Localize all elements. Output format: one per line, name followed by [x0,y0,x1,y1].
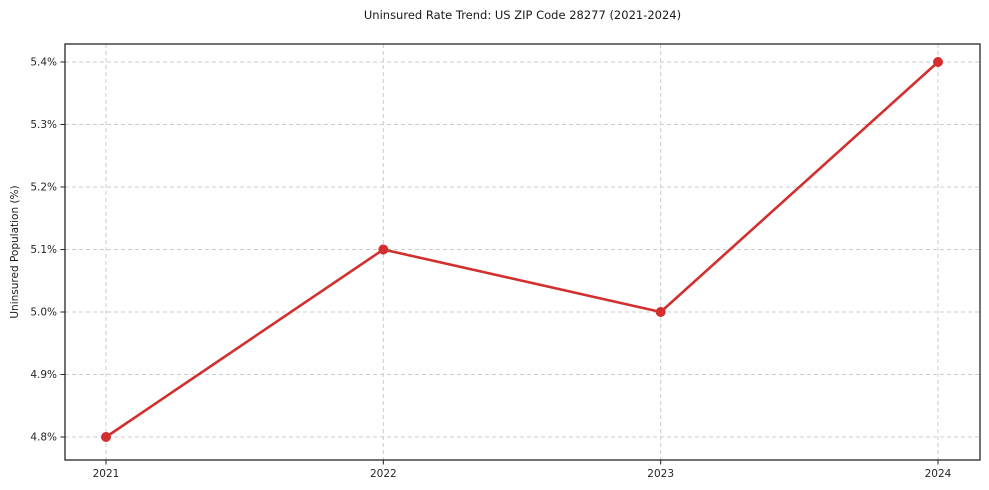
chart-title: Uninsured Rate Trend: US ZIP Code 28277 … [363,8,682,22]
y-tick-label: 5.1% [30,244,57,256]
x-tick-label: 2021 [93,468,120,480]
y-tick-label: 5.0% [30,307,57,319]
plot-border [64,43,981,461]
y-tick-label: 4.9% [30,369,57,381]
x-tick-label: 2023 [647,468,674,480]
y-tick-label: 5.4% [30,57,57,69]
data-point-marker [933,57,943,67]
data-point-marker [655,307,666,317]
y-tick-label: 5.2% [30,182,57,194]
y-tick-label: 5.3% [30,119,57,131]
x-tick-label: 2022 [370,468,397,480]
trend-line [104,60,940,439]
data-point-marker [101,432,111,442]
y-tick-label: 4.8% [30,432,57,444]
data-point-marker [378,244,389,255]
x-tick-label: 2024 [925,468,952,480]
